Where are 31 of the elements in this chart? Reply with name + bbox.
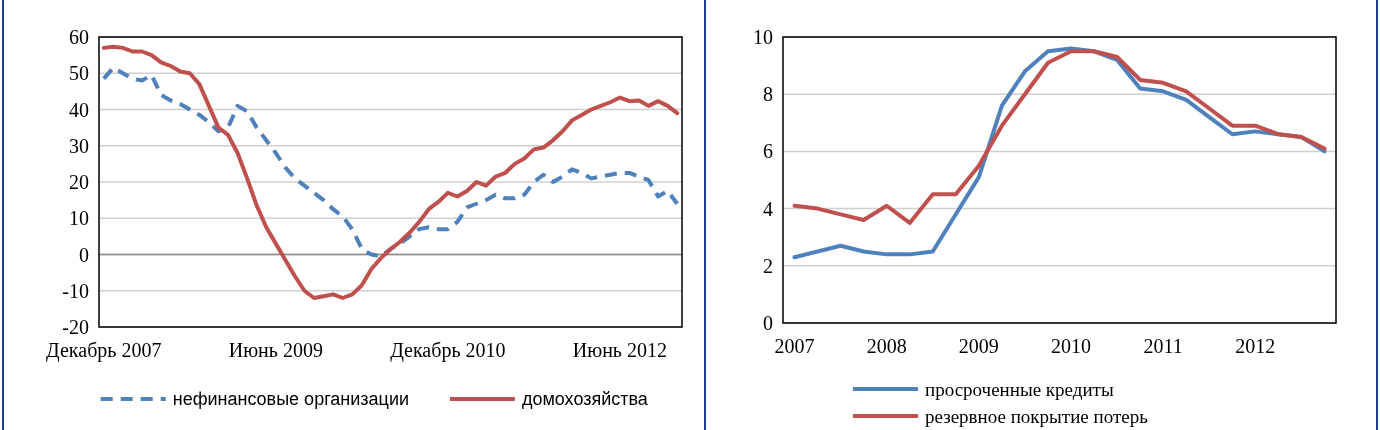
y-tick-label: 0	[763, 312, 773, 334]
y-tick-label: 30	[69, 134, 89, 157]
y-tick-label: 10	[69, 207, 89, 230]
line-series	[101, 44, 680, 300]
x-tick-label: 2012	[1235, 335, 1276, 357]
x-tick-label: 2011	[1143, 335, 1183, 357]
y-tick-label: 50	[69, 62, 89, 85]
x-tick-label: 2008	[866, 335, 907, 357]
y-tick-label: 2	[763, 254, 773, 277]
legend-label: домохозяйства	[521, 389, 649, 409]
x-tick-label: Декабрь 2010	[390, 339, 506, 362]
x-tick-label: Июнь 2012	[572, 339, 667, 361]
y-tick-label: 0	[79, 243, 89, 266]
y-tick-label: 6	[763, 140, 773, 163]
x-tick-label: Июнь 2009	[228, 339, 323, 361]
y-tick-label: 10	[753, 26, 773, 48]
y-tick-label: 40	[69, 98, 89, 121]
x-tick-label: 2007	[774, 335, 815, 357]
legend-label: нефинансовые организации	[172, 389, 410, 409]
x-tick-label: 2009	[958, 335, 999, 357]
y-tick-label: 4	[763, 197, 773, 220]
y-tick-label: -10	[62, 279, 89, 302]
y-tick-label: 8	[763, 83, 773, 106]
line-series	[792, 49, 1327, 225]
y-tick-label: 20	[69, 171, 89, 193]
x-tick-label: 2010	[1051, 335, 1092, 357]
x-tick-label: Декабрь 2007	[46, 339, 162, 362]
y-tick-label: 60	[69, 26, 89, 48]
legend-label: просроченные кредиты	[925, 378, 1114, 400]
legend-label: резервное покрытие потерь	[925, 405, 1149, 427]
y-tick-label: -20	[62, 316, 89, 338]
